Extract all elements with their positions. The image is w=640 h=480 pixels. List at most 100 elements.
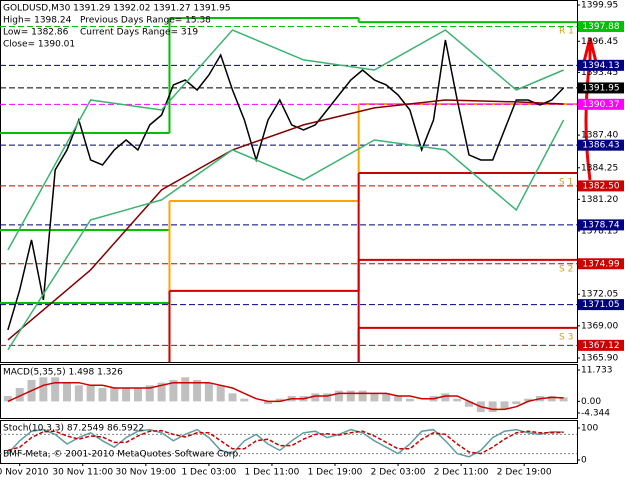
histogram-bar <box>323 393 332 402</box>
price-level-label: 1374.99 <box>582 259 619 269</box>
histogram-bar <box>15 388 24 402</box>
histogram-bar <box>216 385 225 402</box>
histogram-bar <box>157 382 166 402</box>
histogram-bar <box>122 388 131 402</box>
histogram-bar <box>547 396 556 402</box>
y-tick-label: 1369.00 <box>581 321 618 331</box>
series-line <box>7 39 565 331</box>
price-level-box <box>578 299 624 311</box>
histogram-bar <box>240 398 249 402</box>
price-level-box <box>578 139 624 151</box>
price-level-box <box>578 82 624 94</box>
price-level-box <box>578 98 624 110</box>
price-level-box <box>578 180 624 192</box>
y-tick-label: 0.00 <box>581 397 601 407</box>
y-tick-label: 1381.20 <box>581 195 618 205</box>
x-tick-label: 2 Dec 19:00 <box>497 468 552 478</box>
histogram-bar <box>98 388 107 402</box>
histogram-bar <box>524 398 533 402</box>
x-tick-label: 1 Dec 11:00 <box>245 468 300 478</box>
y-tick-label: 100 <box>581 424 598 434</box>
histogram-bar <box>394 396 403 402</box>
histogram-bar <box>465 401 474 407</box>
price-level-label: 1367.12 <box>582 341 619 351</box>
price-level-label: 1397.88 <box>582 22 619 32</box>
info-label: Previous Days Range= 15.38 <box>80 16 211 26</box>
price-level-label: 1394.13 <box>582 61 619 71</box>
histogram-bar <box>311 393 320 402</box>
histogram-bar <box>370 393 379 402</box>
histogram-bar <box>181 377 190 402</box>
x-tick-label: 1 Dec 19:00 <box>308 468 363 478</box>
series-line <box>7 429 564 455</box>
histogram-bar <box>74 385 83 402</box>
histogram-bar <box>358 390 367 402</box>
info-label: Close= 1390.01 <box>3 40 75 50</box>
y-tick-label: 1387.40 <box>581 131 618 141</box>
histogram-bar <box>512 401 521 405</box>
histogram-bar <box>382 393 391 402</box>
y-tick-label: 1393.45 <box>581 68 618 78</box>
price-level-label: 1391.95 <box>582 83 619 93</box>
histogram-bar <box>204 382 213 402</box>
series-line <box>7 99 564 341</box>
histogram-bar <box>193 379 202 402</box>
y-tick-label: -4.344 <box>581 409 610 419</box>
histogram-bar <box>51 377 60 402</box>
y-tick-label: 1372.05 <box>581 290 618 300</box>
histogram-bar <box>441 393 450 402</box>
x-tick-label: 30 Nov 19:00 <box>115 468 176 478</box>
histogram-bar <box>228 393 237 402</box>
series-line <box>7 119 565 351</box>
y-tick-label: 0 <box>581 456 587 466</box>
panel-title: MACD(5,35,5) 1.498 1.326 <box>3 368 123 378</box>
y-tick-label: 11.733 <box>581 366 613 376</box>
histogram-bar <box>3 396 12 402</box>
price-level-label: 1390.37 <box>582 100 619 110</box>
panel-title: Stoch(10,3,3) 87.2549 86.5922 <box>3 424 144 434</box>
price-level-label: 1378.74 <box>582 220 619 230</box>
price-level-box <box>578 339 624 351</box>
price-level-label: 1371.05 <box>582 300 619 310</box>
histogram-bar <box>63 382 72 402</box>
pivot-label: S 3 <box>559 332 573 342</box>
histogram-bar <box>145 385 154 402</box>
x-tick-label: 2 Dec 11:00 <box>434 468 489 478</box>
info-label: Low= 1382.86 <box>3 28 69 38</box>
x-tick-label: 30 Nov 2010 <box>0 468 49 478</box>
y-tick-label: 1384.25 <box>581 163 618 173</box>
price-level-box <box>578 258 624 270</box>
histogram-bar <box>169 379 178 402</box>
pivot-label: S 1 <box>559 177 573 187</box>
histogram-bar <box>275 398 284 402</box>
y-tick-label: 1365.90 <box>581 354 618 364</box>
x-tick-label: 2 Dec 03:00 <box>371 468 426 478</box>
histogram-bar <box>264 401 273 405</box>
panel-title: GOLDUSD,M30 1391.29 1392.02 1391.27 1391… <box>3 4 231 14</box>
price-level-box <box>578 59 624 71</box>
x-tick-label: 30 Nov 11:00 <box>52 468 113 478</box>
price-level-label: 1386.43 <box>582 141 619 151</box>
series-line <box>7 428 564 458</box>
panel <box>0 420 578 464</box>
price-level-label: 1382.50 <box>582 181 619 191</box>
histogram-bar <box>405 398 414 402</box>
pivot-label: S 2 <box>559 264 573 274</box>
pivot-label: R 1 <box>559 27 574 37</box>
y-tick-label: 1378.15 <box>581 227 618 237</box>
histogram-bar <box>453 398 462 402</box>
y-tick-label: 1396.45 <box>581 37 618 47</box>
info-label: Current Days Range= 319 <box>80 28 198 38</box>
histogram-bar <box>334 390 343 402</box>
histogram-bar <box>488 401 497 413</box>
info-label: High= 1398.24 <box>3 16 72 26</box>
x-tick-label: 1 Dec 03:00 <box>181 468 236 478</box>
histogram-bar <box>500 401 509 410</box>
histogram-bar <box>110 388 119 402</box>
series-line <box>7 29 564 251</box>
histogram-bar <box>39 377 48 402</box>
histogram-bar <box>559 397 568 402</box>
histogram-bar <box>133 388 142 402</box>
price-level-box <box>578 20 624 32</box>
